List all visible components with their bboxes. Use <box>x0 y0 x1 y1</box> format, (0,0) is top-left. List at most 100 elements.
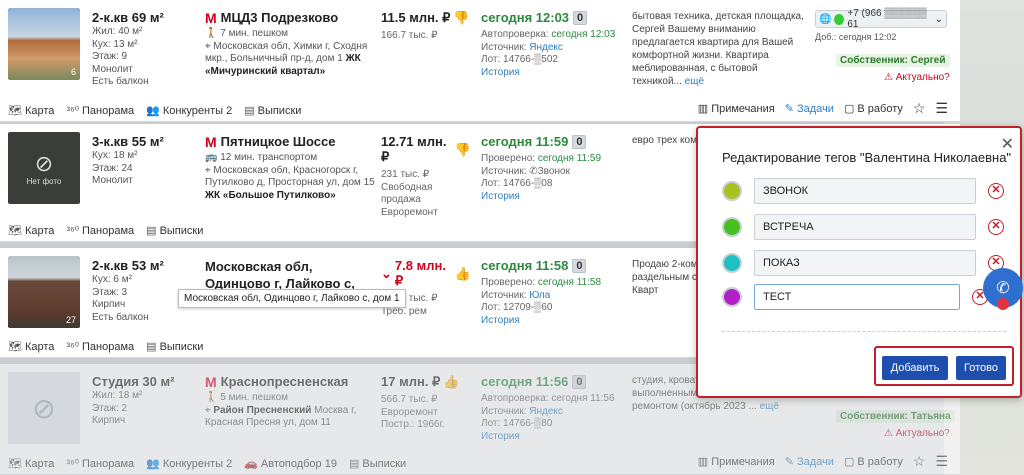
tag-input[interactable]: ЗВОНОК <box>754 178 976 204</box>
listing-photo[interactable]: ⊘ <box>8 372 80 444</box>
done-button[interactable]: Готово <box>956 356 1006 380</box>
file-icon: ▢ <box>843 456 855 468</box>
view-count[interactable]: 0 <box>572 134 587 149</box>
map-icon: 🗺 <box>8 458 22 470</box>
more-link[interactable]: ещё <box>684 76 705 87</box>
address: Москва г, Красная Пресня ул, дом 11 <box>205 404 357 429</box>
source-link[interactable]: Яндекс <box>529 405 563 417</box>
price: 17 млн. ₽ <box>381 374 441 389</box>
tasks-button[interactable]: ✎ Задачи <box>785 102 834 115</box>
actual-question[interactable]: Актуально? <box>895 428 950 439</box>
star-icon[interactable]: ☆ <box>912 453 926 469</box>
panorama-button[interactable]: ³⁶⁰ Панорама <box>66 340 135 354</box>
notes-button[interactable]: ▥ Примечания <box>698 102 775 115</box>
extracts-button[interactable]: ▤ Выписки <box>146 340 203 354</box>
kitchen-area: Кух: 6 м² <box>92 274 132 285</box>
close-icon[interactable]: ✕ <box>1000 136 1014 153</box>
view-count[interactable]: 0 <box>572 258 587 273</box>
location-icon: ⌖ <box>205 404 211 416</box>
panorama-button[interactable]: ³⁶⁰ Панорама <box>66 104 134 118</box>
price-per-m2: 147.2 тыс. ₽ <box>381 293 438 304</box>
listing-type[interactable]: 2-к.кв 69 м² <box>92 10 164 25</box>
star-icon[interactable]: ☆ <box>912 100 926 116</box>
address-tooltip: Московская обл, Одинцово г, Лайково с, д… <box>178 289 406 308</box>
extracts-button[interactable]: ▤ Выписки <box>244 104 301 118</box>
phone-selector[interactable]: 🌐 +7 (966 ▒▒▒▒▒▒ 61 ⌄ <box>815 8 947 30</box>
to-work-button[interactable]: ▢ В работу <box>844 455 903 468</box>
lot-number: Лот: 12709-▒60 <box>481 302 553 313</box>
map-button[interactable]: 🗺 Карта <box>8 104 54 118</box>
tag-input[interactable]: ПОКАЗ <box>754 250 976 276</box>
tag-color-picker[interactable] <box>722 287 742 307</box>
extracts-button[interactable]: ▤ Выписки <box>146 224 203 238</box>
balcony: Есть балкон <box>92 76 149 87</box>
chat-icon: ✆ <box>996 280 1010 297</box>
edit-icon: ✎ <box>784 103 794 115</box>
address: Московская обл, Красногорск г, Путилково… <box>205 164 375 189</box>
material: Монолит <box>92 63 133 75</box>
floor: Этаж: 24 <box>92 162 133 174</box>
add-button[interactable]: Добавить <box>882 356 948 380</box>
tag-color-picker[interactable] <box>722 181 742 201</box>
panorama-button[interactable]: ³⁶⁰ Панорама <box>66 224 134 238</box>
map-button[interactable]: 🗺 Карта <box>8 224 54 238</box>
listing-type[interactable]: 2-к.кв 53 м² <box>92 258 164 273</box>
menu-icon[interactable]: ☰ <box>935 100 948 116</box>
history-link[interactable]: История <box>481 66 520 78</box>
chat-widget-button[interactable]: ✆ <box>983 268 1023 310</box>
source-label: Источник: <box>481 165 527 177</box>
panorama-label: Панорама <box>82 340 135 353</box>
history-link[interactable]: История <box>481 314 520 326</box>
tag-color-picker[interactable] <box>722 217 742 237</box>
map-button[interactable]: 🗺 Карта <box>8 457 54 471</box>
description: бытовая техника, детская площадка, Серге… <box>632 11 804 87</box>
listing-photo[interactable]: ⊘ Нет фото <box>8 132 80 204</box>
history-link[interactable]: История <box>481 430 520 442</box>
menu-icon[interactable]: ☰ <box>935 453 948 469</box>
extracts-button[interactable]: ▤ Выписки <box>348 457 407 471</box>
metro-icon: M <box>205 10 217 26</box>
listing-date: сегодня 11:56 <box>481 374 569 389</box>
panorama-360-icon: ³⁶⁰ <box>66 341 80 353</box>
document-icon: ▤ <box>348 458 360 470</box>
delete-tag-icon[interactable]: ✕ <box>988 183 1004 199</box>
tasks-button[interactable]: ✎ Задачи <box>785 455 834 468</box>
actual-question[interactable]: Актуально? <box>895 72 950 83</box>
delete-tag-icon[interactable]: ✕ <box>988 219 1004 235</box>
view-count[interactable]: 0 <box>573 10 588 25</box>
source-link[interactable]: Яндекс <box>529 41 563 53</box>
listing-type[interactable]: 3-к.кв 55 м² <box>92 134 164 149</box>
autoselect-button[interactable]: 🚗 Автоподбор 19 <box>244 457 337 471</box>
listing-type[interactable]: Студия 30 м² <box>92 374 175 389</box>
address: Московская обл, Химки г, Сходня мкр., Бо… <box>205 40 368 65</box>
complex-prefix: ЖК <box>345 53 361 64</box>
tag-row: ЗВОНОК ✕ <box>722 178 1004 204</box>
tag-input[interactable]: ВСТРЕЧА <box>754 214 976 240</box>
check-value: сегодня 11:58 <box>537 277 602 288</box>
tag-input[interactable]: ТЕСТ <box>754 284 960 310</box>
more-link[interactable]: ещё <box>759 401 779 412</box>
view-count[interactable]: 0 <box>572 374 587 389</box>
competitors-button[interactable]: 👥 Конкуренты 2 <box>146 457 232 471</box>
source-link[interactable]: Юла <box>529 289 551 301</box>
metro-station: Краснопресненская <box>220 374 349 389</box>
panorama-button[interactable]: ³⁶⁰ Панорама <box>66 457 134 471</box>
phone-icon: ✆ <box>529 165 538 177</box>
notes-label: Примечания <box>711 456 775 468</box>
notes-button[interactable]: ▥ Примечания <box>698 455 775 468</box>
metro-station: Пятницкое Шоссе <box>220 134 336 149</box>
extracts-label: Выписки <box>362 457 407 470</box>
history-link[interactable]: История <box>481 190 520 202</box>
location-icon: ⌖ <box>205 164 211 176</box>
listing-date: сегодня 12:03 <box>481 10 570 25</box>
location-icon: ⌖ <box>205 40 211 52</box>
map-button[interactable]: 🗺 Карта <box>8 340 54 354</box>
tag-color-picker[interactable] <box>722 253 742 273</box>
warning-icon: ⚠ <box>884 72 893 83</box>
competitors-button[interactable]: 👥 Конкуренты 2 <box>146 104 232 118</box>
check-label: Проверено: <box>481 153 536 164</box>
listing-photo[interactable]: 6 <box>8 8 80 80</box>
listing-photo[interactable]: 27 <box>8 256 80 328</box>
panorama-360-icon: ³⁶⁰ <box>66 458 80 470</box>
to-work-button[interactable]: ▢ В работу <box>844 102 903 115</box>
